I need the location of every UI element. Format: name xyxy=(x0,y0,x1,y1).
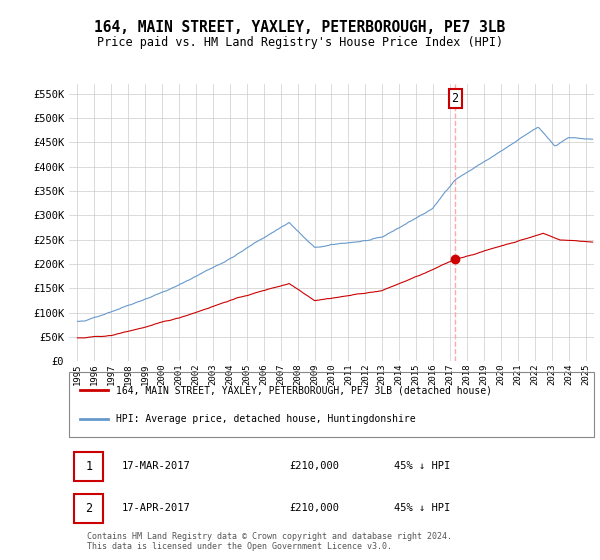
Text: £210,000: £210,000 xyxy=(290,503,340,513)
Text: 2: 2 xyxy=(85,502,92,515)
Text: HPI: Average price, detached house, Huntingdonshire: HPI: Average price, detached house, Hunt… xyxy=(116,414,416,424)
Text: £210,000: £210,000 xyxy=(290,461,340,471)
Text: Contains HM Land Registry data © Crown copyright and database right 2024.
This d: Contains HM Land Registry data © Crown c… xyxy=(87,532,452,552)
Text: 164, MAIN STREET, YAXLEY, PETERBOROUGH, PE7 3LB: 164, MAIN STREET, YAXLEY, PETERBOROUGH, … xyxy=(94,20,506,35)
Text: 45% ↓ HPI: 45% ↓ HPI xyxy=(395,503,451,513)
FancyBboxPatch shape xyxy=(74,493,103,523)
Text: 17-MAR-2017: 17-MAR-2017 xyxy=(121,461,190,471)
Text: Price paid vs. HM Land Registry's House Price Index (HPI): Price paid vs. HM Land Registry's House … xyxy=(97,36,503,49)
Text: 45% ↓ HPI: 45% ↓ HPI xyxy=(395,461,451,471)
FancyBboxPatch shape xyxy=(74,451,103,481)
Text: 1: 1 xyxy=(85,460,92,473)
Text: 2: 2 xyxy=(452,92,458,105)
Text: 17-APR-2017: 17-APR-2017 xyxy=(121,503,190,513)
Text: 164, MAIN STREET, YAXLEY, PETERBOROUGH, PE7 3LB (detached house): 164, MAIN STREET, YAXLEY, PETERBOROUGH, … xyxy=(116,385,492,395)
